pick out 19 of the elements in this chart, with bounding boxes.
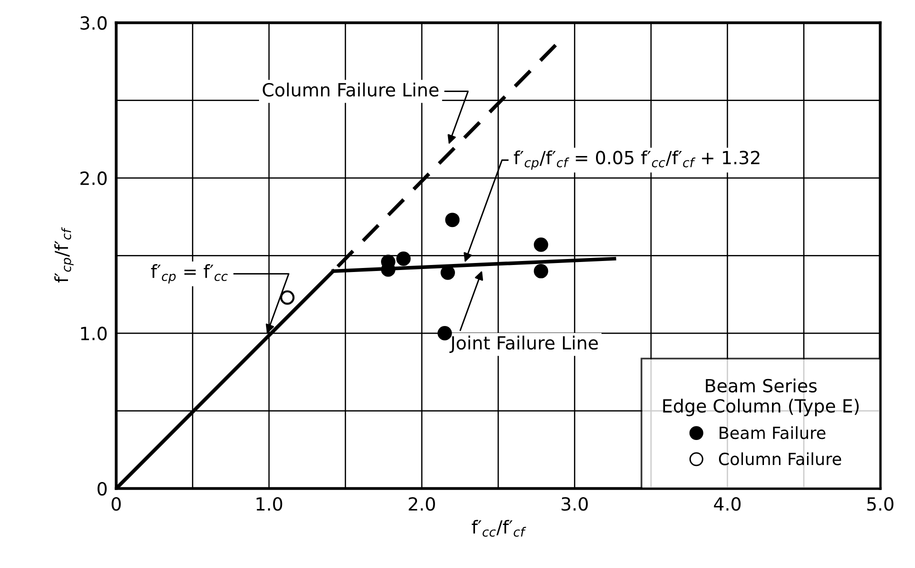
annotation: f′$_{cp}$ = f′$_{cc}$: [151, 264, 228, 284]
y-tick-label: 3.0: [80, 16, 107, 30]
y-tick-label: 0: [98, 482, 107, 496]
legend-label: Beam Failure: [720, 426, 826, 440]
annotation: Joint Failure Line: [449, 336, 598, 354]
x-tick-label: 3.0: [562, 497, 588, 511]
x-tick-label: 1.0: [256, 497, 282, 511]
text: f′$_{cp}$/f′$_{cf}$ = 0.05 f′$_{cc}$/f′$_{cf}$ + 1.32: [514, 150, 760, 170]
y-axis-title: f′$_{cp}$/f′$_{cf}$: [54, 227, 74, 283]
x-tick-label: 5.0: [867, 497, 894, 511]
x-axis-title: f′$_{cc}$/f′$_{cf}$: [472, 520, 526, 537]
x-tick-label: 0: [112, 497, 121, 511]
y-tick-label: 2.0: [80, 171, 107, 186]
x-tick-label: 2.0: [408, 497, 435, 511]
legend-title: Beam Series Edge Column (Type E): [663, 378, 859, 416]
y-tick-label: 1.0: [81, 326, 107, 340]
annotation: Column Failure Line: [262, 82, 438, 97]
legend-label: Column Failure: [718, 452, 842, 466]
x-tick-label: 4.0: [714, 497, 741, 511]
